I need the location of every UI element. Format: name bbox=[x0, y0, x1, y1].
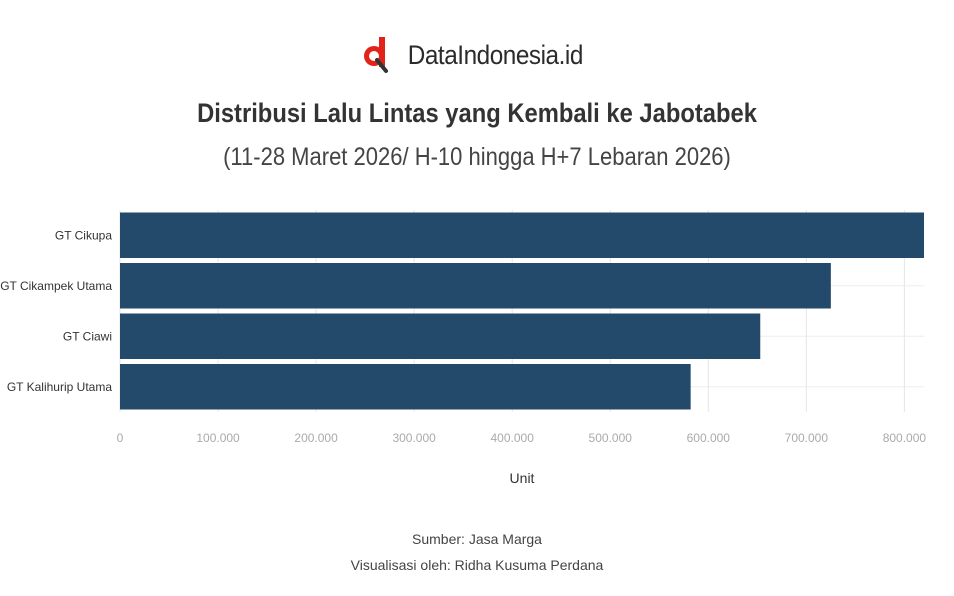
label-layer: 0 100.000 200.000 300.000 400.000 500.000 600.… bbox=[0, 228, 926, 445]
category-label: GT Cikampek Utama bbox=[0, 279, 112, 293]
x-tick-label: 500.000 bbox=[589, 431, 633, 445]
dataindonesia-logo-icon bbox=[363, 37, 388, 73]
chart-subtitle: (11-28 Maret 2026/ H-10 hingga H+7 Lebar… bbox=[223, 143, 731, 171]
brand-header: DataIndonesia.id bbox=[0, 30, 954, 80]
bar-chart: 0 100.000 200.000 300.000 400.000 500.000 600.… bbox=[0, 210, 926, 486]
x-tick-label: 100.000 bbox=[196, 431, 240, 445]
x-tick-label: 200.000 bbox=[294, 431, 338, 445]
source-note: Sumber: Jasa Marga bbox=[412, 531, 542, 547]
bar bbox=[120, 263, 831, 309]
brand-name: DataIndonesia.id bbox=[407, 39, 583, 70]
category-label: GT Cikupa bbox=[55, 228, 112, 242]
category-label: GT Ciawi bbox=[63, 329, 112, 343]
x-tick-label: 800.000 bbox=[883, 431, 927, 445]
bar bbox=[120, 212, 924, 258]
x-tick-label: 400.000 bbox=[490, 431, 534, 445]
chart-title: Distribusi Lalu Lintas yang Kembali ke J… bbox=[197, 98, 757, 128]
x-tick-label: 700.000 bbox=[785, 431, 829, 445]
bar-layer bbox=[120, 212, 924, 410]
bar bbox=[120, 364, 691, 410]
category-label: GT Kalihurip Utama bbox=[7, 380, 112, 394]
x-axis-label: Unit bbox=[510, 470, 535, 486]
x-tick-label: 300.000 bbox=[392, 431, 436, 445]
x-tick-label: 600.000 bbox=[687, 431, 731, 445]
bar bbox=[120, 313, 761, 359]
credit-note: Visualisasi oleh: Ridha Kusuma Perdana bbox=[350, 557, 604, 573]
x-tick-label: 0 bbox=[117, 431, 124, 445]
